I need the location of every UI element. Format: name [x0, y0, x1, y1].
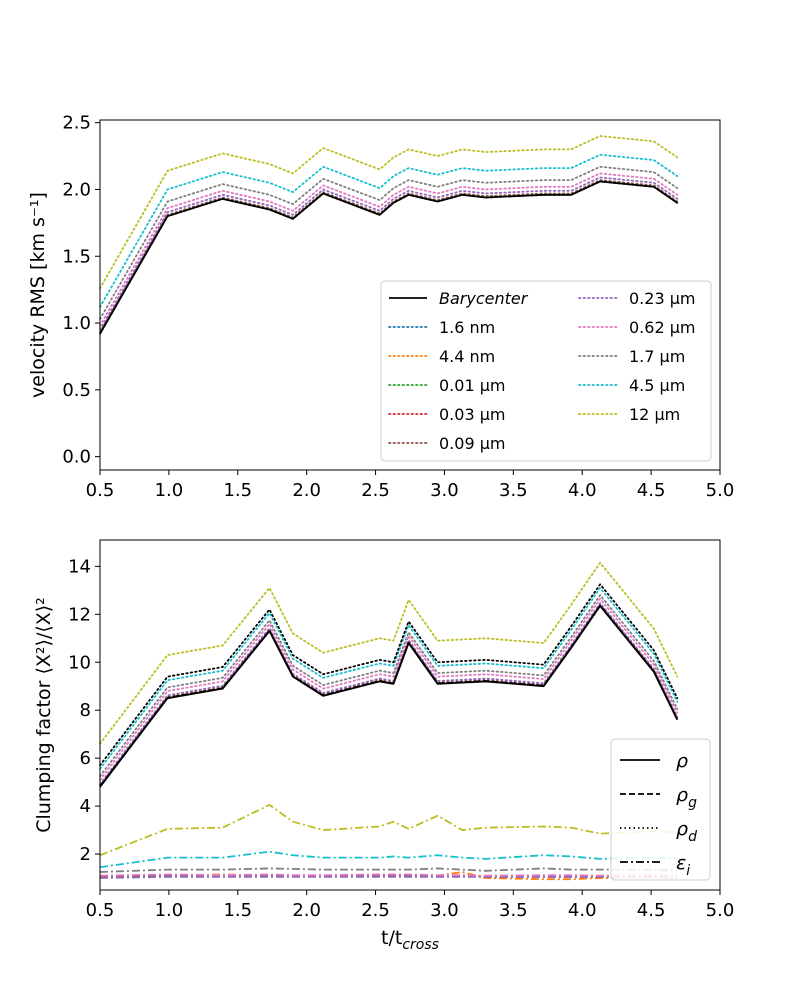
- series-line-0-09-m: [99, 179, 679, 334]
- series-line-rho-d-0-62-um: [99, 597, 679, 781]
- x-axis-label-subscript: cross: [402, 937, 439, 953]
- clumping-ytick-label: 10: [68, 652, 91, 673]
- velocity-xtick-label: 4.5: [637, 480, 666, 501]
- series-line-0-23-m: [99, 176, 679, 331]
- velocity-ytick-label: 0.5: [62, 380, 91, 401]
- velocity-rms-panel: 0.5 1.0 1.5 2.0 2.5 3.0 3.5 4.0 4.5 5.0 0.0 0.5 1.0…: [27, 113, 734, 501]
- clumping-ytick-label: 12: [68, 604, 91, 625]
- series-line-eps-purple: [99, 875, 678, 879]
- clumping-xtick-label: 1.5: [223, 900, 252, 921]
- legend-label-1-7-m: 1.7 μm: [629, 347, 685, 366]
- legend-label-dotted: ρd: [676, 818, 697, 845]
- x-axis-label-main: t/t: [381, 927, 402, 949]
- series-line-eps-cyan: [99, 850, 678, 869]
- legend-label-0-23-m: 0.23 μm: [629, 289, 695, 308]
- velocity-plot-frame: [99, 119, 721, 471]
- velocity-ytick-label: 1.5: [62, 246, 91, 267]
- series-line-eps-gray: [99, 867, 678, 873]
- series-line-rho: [99, 605, 679, 788]
- legend-label-dashed: ρg: [676, 784, 697, 811]
- clumping-xtick-label: 3.0: [430, 900, 459, 921]
- clumping-y-ticks: 2 4 6 8 10 12 14: [68, 556, 100, 865]
- velocity-xtick-label: 5.0: [706, 480, 735, 501]
- velocity-x-ticks: 0.5 1.0 1.5 2.0 2.5 3.0 3.5 4.0 4.5 5.0: [86, 470, 735, 501]
- clumping-factor-panel: 0.5 1.0 1.5 2.0 2.5 3.0 3.5 4.0 4.5 5.0 2 4 6 8 10 12 1…: [33, 539, 735, 953]
- series-line-eps-pink: [99, 873, 678, 877]
- clumping-ytick-label: 8: [80, 700, 91, 721]
- clumping-ytick-label: 14: [68, 556, 91, 577]
- legend-symbol: ε: [676, 852, 686, 874]
- velocity-xtick-label: 0.5: [86, 480, 115, 501]
- legend-subscript: g: [688, 795, 697, 811]
- velocity-xtick-label: 2.5: [361, 480, 390, 501]
- clumping-plot-frame: [99, 539, 721, 891]
- legend-label-dashdot: εi: [676, 852, 690, 879]
- velocity-xtick-label: 1.5: [223, 480, 252, 501]
- velocity-ytick-label: 0.0: [62, 447, 91, 468]
- clumping-xtick-label: 4.5: [637, 900, 666, 921]
- clumping-series-lines: [99, 561, 679, 881]
- clumping-xtick-label: 3.5: [499, 900, 528, 921]
- legend-label-12-m: 12 μm: [629, 405, 680, 424]
- clumping-x-axis-label: t/tcross: [381, 927, 439, 953]
- clumping-xtick-label: 1.0: [155, 900, 184, 921]
- legend-label-0-01-m: 0.01 μm: [439, 376, 505, 395]
- velocity-ytick-label: 2.0: [62, 179, 91, 200]
- legend-subscript: d: [688, 829, 697, 845]
- clumping-xtick-label: 2.5: [361, 900, 390, 921]
- series-line-1-7-m: [99, 165, 679, 320]
- series-line-barycenter: [99, 180, 678, 335]
- series-line-rho-d-0-23-um: [99, 602, 679, 785]
- velocity-ytick-label: 1.0: [62, 313, 91, 334]
- clumping-x-ticks: 0.5 1.0 1.5 2.0 2.5 3.0 3.5 4.0 4.5 5.0: [86, 890, 735, 921]
- velocity-xtick-label: 4.0: [568, 480, 597, 501]
- velocity-y-ticks: 0.0 0.5 1.0 1.5 2.0 2.5: [62, 113, 100, 468]
- clumping-xtick-label: 2.0: [292, 900, 321, 921]
- legend-symbol: ρ: [676, 784, 688, 806]
- series-line-eps-olive: [99, 804, 678, 857]
- velocity-xtick-label: 3.5: [499, 480, 528, 501]
- velocity-xtick-label: 3.0: [430, 480, 459, 501]
- series-line-rho-d-1-7-um: [99, 594, 679, 778]
- clumping-ytick-label: 6: [80, 748, 91, 769]
- legend-label-4-5-m: 4.5 μm: [629, 376, 685, 395]
- legend-label-0-62-m: 0.62 μm: [629, 318, 695, 337]
- legend-symbol: ρ: [676, 750, 688, 772]
- legend-label-barycenter: Barycenter: [439, 289, 529, 308]
- velocity-legend-items: Barycenter 1.6 nm 4.4 nm 0.01 μm 0.03 μm 0.09…: [388, 289, 695, 453]
- series-line-0-62-m: [99, 172, 679, 327]
- series-line-rho-d-12-um: [99, 561, 679, 745]
- series-line-rho-d-4-5-um: [99, 587, 679, 770]
- velocity-xtick-label: 2.0: [292, 480, 321, 501]
- clumping-legend-box: [610, 738, 711, 881]
- legend-label-solid: ρ: [676, 750, 688, 772]
- series-line-4-5-m: [99, 153, 679, 308]
- velocity-y-axis-label: velocity RMS [km s⁻¹]: [27, 192, 49, 398]
- velocity-legend-box: [380, 280, 712, 462]
- clumping-xtick-label: 4.0: [568, 900, 597, 921]
- legend-subscript: i: [686, 863, 690, 879]
- clumping-xtick-label: 0.5: [86, 900, 115, 921]
- series-line-12-m: [99, 135, 679, 290]
- clumping-xtick-label: 5.0: [706, 900, 735, 921]
- legend-label-0-09-m: 0.09 μm: [439, 434, 505, 453]
- legend-label-0-03-m: 0.03 μm: [439, 405, 505, 424]
- velocity-ytick-label: 2.5: [62, 113, 91, 134]
- clumping-y-axis-label: Clumping factor ⟨X²⟩/⟨X⟩²: [33, 597, 55, 833]
- velocity-series-lines: [99, 135, 679, 335]
- clumping-ytick-label: 2: [80, 844, 91, 865]
- legend-label-4-4-nm: 4.4 nm: [439, 347, 495, 366]
- velocity-legend: Barycenter 1.6 nm 4.4 nm 0.01 μm 0.03 μm 0.09…: [380, 280, 712, 462]
- legend-symbol: ρ: [676, 818, 688, 840]
- series-line-rho-d-total: [99, 583, 679, 767]
- legend-label-1-6-nm: 1.6 nm: [439, 318, 495, 337]
- clumping-ytick-label: 4: [80, 796, 91, 817]
- velocity-xtick-label: 1.0: [155, 480, 184, 501]
